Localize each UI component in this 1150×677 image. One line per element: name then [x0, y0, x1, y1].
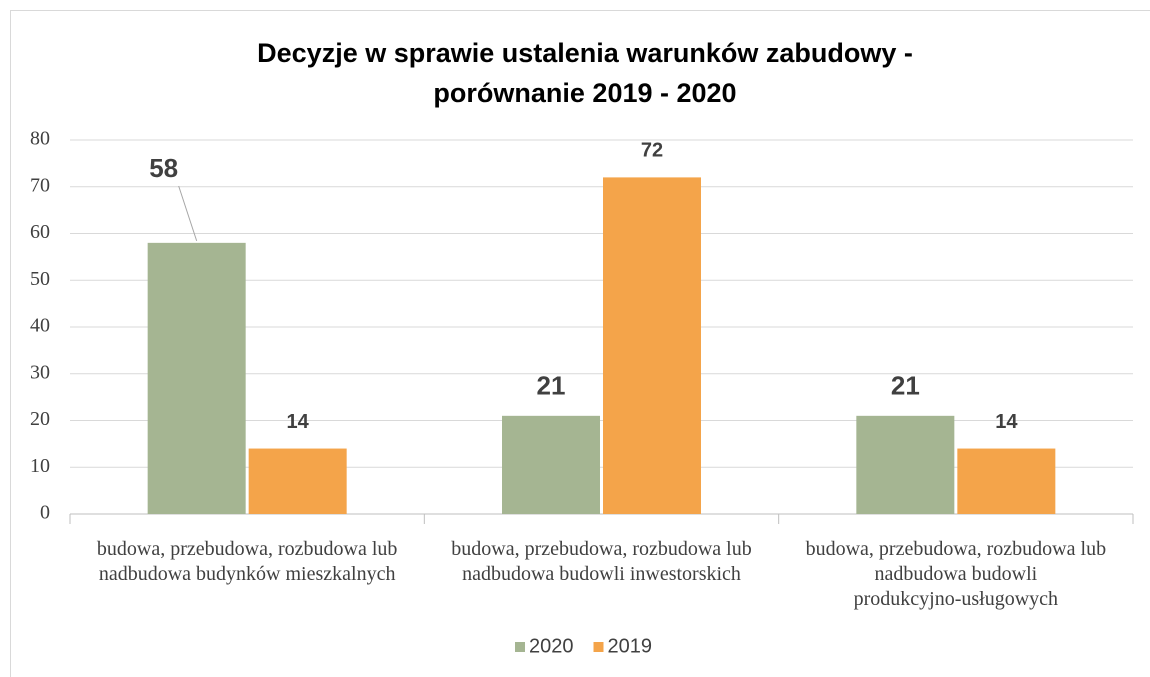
bar	[603, 177, 701, 514]
y-tick-label: 70	[30, 174, 50, 196]
y-tick-label: 0	[40, 502, 50, 524]
y-tick-label: 10	[30, 455, 50, 477]
x-tick-label: budowa, przebudowa, rozbudowa lub nadbudo…	[451, 538, 751, 585]
chart-frame	[10, 10, 1150, 677]
x-tick-label: budowa, przebudowa, rozbudowa lub nadbudo…	[806, 538, 1106, 610]
y-tick-label: 50	[30, 268, 50, 290]
bar	[856, 415, 955, 514]
x-tick-label: budowa, przebudowa, rozbudowa lub nadbudo…	[97, 538, 397, 585]
legend-swatch	[593, 642, 604, 652]
legend-label: 2019	[608, 635, 653, 657]
y-tick-label: 30	[30, 361, 50, 383]
data-label: 72	[641, 140, 663, 162]
legend-swatch	[515, 642, 525, 652]
data-label: 14	[287, 411, 310, 433]
bar	[147, 242, 246, 514]
bar	[502, 415, 600, 514]
data-label: 58	[149, 153, 178, 183]
leader-line	[178, 185, 198, 242]
legend-label: 2020	[529, 635, 574, 657]
data-label: 14	[995, 411, 1018, 433]
y-tick-label: 40	[30, 315, 50, 337]
y-tick-label: 60	[30, 221, 50, 243]
data-label: 21	[891, 371, 920, 401]
bar	[248, 448, 347, 514]
y-tick-label: 20	[30, 408, 50, 430]
chart-title: Decyzje w sprawie ustalenia warunków zab…	[257, 38, 913, 108]
data-label: 21	[537, 371, 566, 401]
y-tick-label: 80	[30, 128, 50, 150]
bar	[957, 448, 1056, 514]
